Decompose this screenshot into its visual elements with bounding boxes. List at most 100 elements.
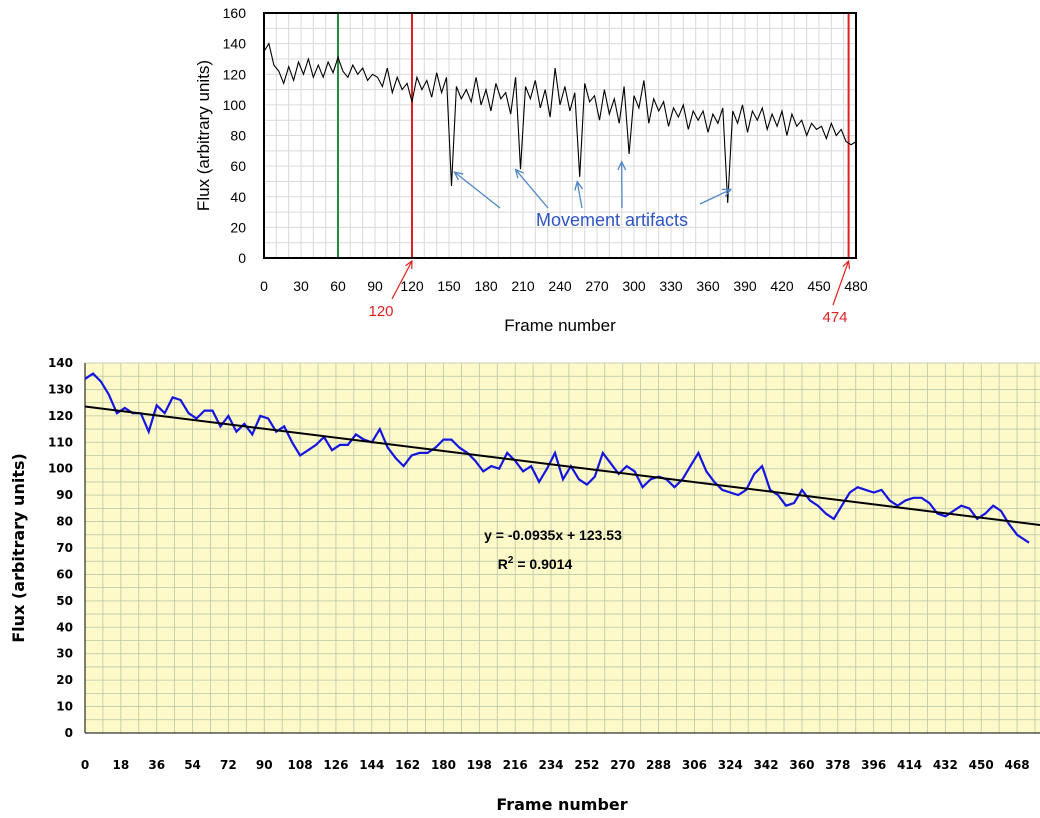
top-chart: 0 20 40 60 80 100 120 140 160 0 30 60 90 120 150 180 21… <box>194 5 868 335</box>
red-marker-arrowhead <box>842 259 851 270</box>
bottom-x-tick-label: 414 <box>897 758 922 772</box>
r2-superscript: 2 <box>508 555 514 566</box>
bottom-x-tick-label: 234 <box>538 758 563 772</box>
bottom-chart: 0 10 20 30 40 50 60 70 80 90 100 110 120 130 140 0 18 36… <box>9 356 1040 814</box>
top-x-tick-label: 120 <box>400 278 424 294</box>
bottom-x-tick-label: 72 <box>220 758 237 772</box>
red-marker-labels: 120 474 <box>368 259 851 326</box>
top-y-axis-label: Flux (arbitrary units) <box>194 60 213 211</box>
bottom-x-tick-labels: 0 18 36 54 72 90 108 126 144 162 180 198 216 234 252 27… <box>81 758 1030 772</box>
top-x-tick-label: 270 <box>585 278 609 294</box>
bottom-x-tick-label: 0 <box>81 758 89 772</box>
top-y-tick-label: 20 <box>230 219 246 235</box>
top-x-tick-label: 60 <box>330 278 346 294</box>
bottom-y-tick-label: 0 <box>65 726 73 740</box>
top-x-tick-label: 90 <box>367 278 383 294</box>
bottom-x-tick-label: 198 <box>467 758 492 772</box>
bottom-x-tick-label: 270 <box>610 758 635 772</box>
bottom-y-tick-label: 120 <box>48 409 73 423</box>
trendline <box>84 405 1040 527</box>
top-x-tick-label: 0 <box>260 278 268 294</box>
top-x-tick-label: 330 <box>659 278 683 294</box>
top-y-tick-label: 40 <box>230 189 246 205</box>
bottom-y-tick-label: 10 <box>56 700 73 714</box>
bottom-y-tick-label: 140 <box>48 356 73 370</box>
bottom-x-tick-label: 90 <box>256 758 273 772</box>
top-y-tick-label: 100 <box>223 97 247 113</box>
bottom-x-tick-label: 180 <box>431 758 456 772</box>
top-x-tick-label: 450 <box>807 278 831 294</box>
r2-prefix: R <box>498 556 508 572</box>
red-marker-arrow <box>832 260 850 306</box>
red-marker-arrowhead <box>405 259 413 270</box>
movement-artifact-arrows <box>453 160 733 209</box>
bottom-y-tick-label: 100 <box>48 462 73 476</box>
bottom-y-axis-label: Flux (arbitrary units) <box>9 453 28 643</box>
annotation-arrow <box>454 171 501 209</box>
bottom-x-tick-label: 342 <box>754 758 779 772</box>
bottom-y-tick-label: 90 <box>56 488 73 502</box>
bottom-x-tick-label: 450 <box>969 758 994 772</box>
bottom-y-tick-label: 40 <box>56 620 73 634</box>
bottom-x-tick-label: 468 <box>1005 758 1030 772</box>
trendline-equation: y = -0.0935x + 123.53 <box>484 527 622 543</box>
annotation-arrowhead <box>721 188 733 197</box>
top-flux-series-line <box>263 42 857 203</box>
bottom-x-tick-label: 324 <box>718 758 743 772</box>
top-y-tick-labels: 0 20 40 60 80 100 120 140 160 <box>223 5 247 266</box>
bottom-x-tick-label: 36 <box>148 758 165 772</box>
bottom-x-tick-label: 18 <box>112 758 129 772</box>
top-x-tick-label: 390 <box>733 278 757 294</box>
top-x-tick-label: 210 <box>511 278 535 294</box>
top-x-tick-label: 300 <box>622 278 646 294</box>
top-y-tick-label: 0 <box>238 250 246 266</box>
bottom-y-tick-labels: 0 10 20 30 40 50 60 70 80 90 100 110 120 130 140 <box>48 356 73 740</box>
top-x-tick-label: 240 <box>548 278 572 294</box>
top-x-tick-label: 150 <box>437 278 461 294</box>
red-marker-arrow <box>391 260 413 300</box>
bottom-x-tick-label: 288 <box>646 758 671 772</box>
top-y-tick-label: 120 <box>223 66 247 82</box>
annotation-arrow <box>576 181 583 209</box>
annotation-arrowhead <box>574 180 584 191</box>
annotation-arrowhead <box>617 160 627 171</box>
bottom-y-tick-label: 110 <box>48 435 73 449</box>
bottom-x-tick-label: 252 <box>574 758 599 772</box>
top-x-tick-label: 360 <box>696 278 720 294</box>
bottom-y-tick-label: 20 <box>56 673 73 687</box>
red-marker-label-120: 120 <box>368 303 393 320</box>
movement-artifacts-annotation: Movement artifacts <box>536 210 688 230</box>
bottom-x-tick-label: 378 <box>825 758 850 772</box>
top-x-tick-label: 30 <box>293 278 309 294</box>
bottom-x-tick-label: 396 <box>861 758 886 772</box>
bottom-x-tick-label: 54 <box>184 758 201 772</box>
top-frame-markers <box>337 13 850 258</box>
red-marker-label-474: 474 <box>822 309 847 326</box>
bottom-x-tick-label: 216 <box>503 758 528 772</box>
annotation-arrowhead <box>514 168 525 179</box>
bottom-x-tick-label: 126 <box>323 758 348 772</box>
bottom-x-tick-label: 144 <box>359 758 384 772</box>
bottom-y-tick-label: 50 <box>56 594 73 608</box>
top-y-tick-label: 160 <box>223 5 247 21</box>
annotation-arrowhead <box>453 171 464 181</box>
bottom-gridlines <box>84 362 1040 734</box>
top-x-axis-label: Frame number <box>504 316 616 335</box>
r-squared-value: R2 = 0.9014 <box>498 555 573 572</box>
annotation-arrow <box>699 188 732 205</box>
top-gridlines <box>263 12 857 259</box>
annotation-arrow <box>515 169 549 209</box>
top-y-tick-label: 60 <box>230 158 246 174</box>
bottom-x-tick-label: 360 <box>789 758 814 772</box>
bottom-y-tick-label: 130 <box>48 382 73 396</box>
bottom-y-tick-label: 30 <box>56 647 73 661</box>
top-x-tick-label: 480 <box>844 278 868 294</box>
top-y-tick-label: 140 <box>223 36 247 52</box>
bottom-y-tick-label: 70 <box>56 541 73 555</box>
bottom-x-axis-label: Frame number <box>496 795 627 814</box>
bottom-x-tick-label: 306 <box>682 758 707 772</box>
top-y-tick-label: 80 <box>230 128 246 144</box>
top-x-tick-labels: 0 30 60 90 120 150 180 210 240 270 300 330 360 390 420… <box>260 278 868 294</box>
r2-suffix: = 0.9014 <box>513 556 572 572</box>
